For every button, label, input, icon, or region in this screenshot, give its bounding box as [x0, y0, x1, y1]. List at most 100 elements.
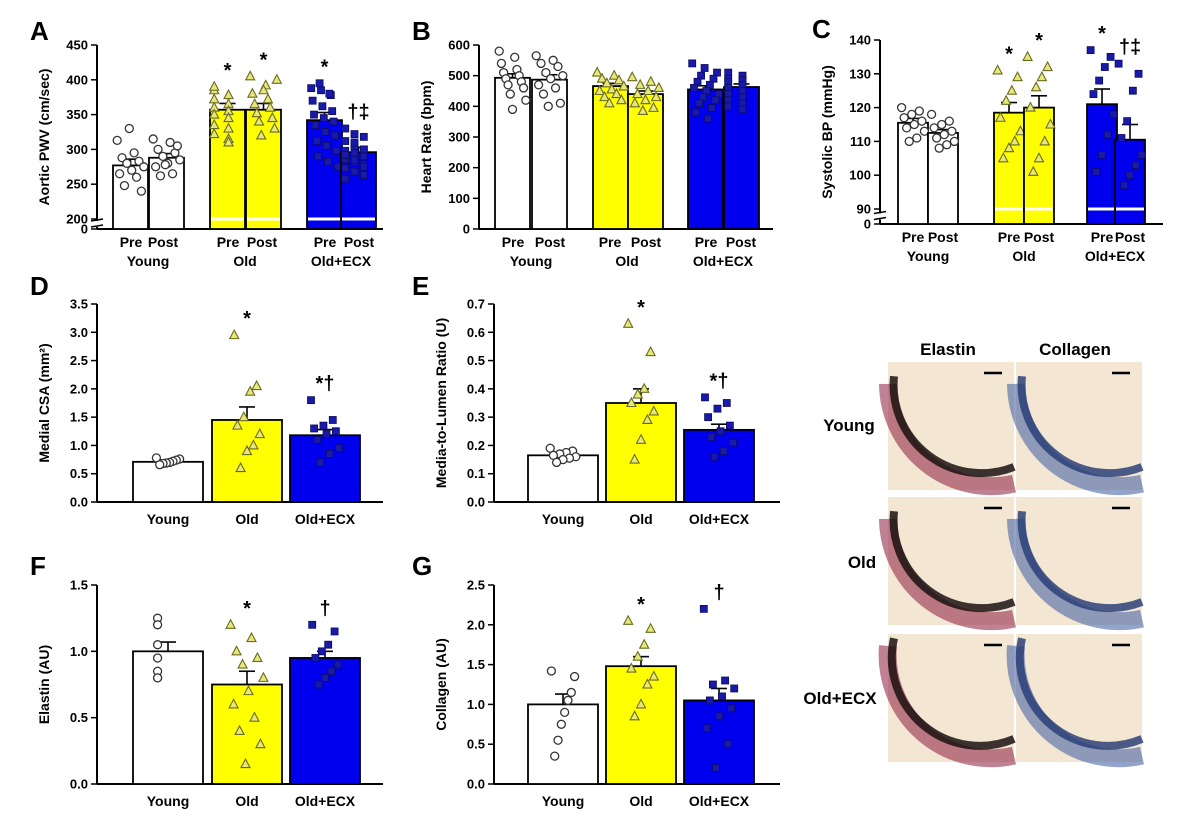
data-point: [112, 135, 122, 146]
significance-marker: †‡: [347, 102, 369, 124]
panel-letter: B: [412, 16, 431, 46]
x-tick-label: Young: [542, 511, 585, 527]
significance-marker: *: [243, 308, 251, 330]
data-point: [255, 738, 266, 749]
data-point: [223, 136, 234, 147]
data-point: [721, 676, 729, 685]
data-point: [648, 670, 660, 681]
data-point: [536, 58, 546, 69]
x-tick-label: Young: [542, 793, 585, 809]
data-point: [596, 72, 608, 83]
data-point: [310, 424, 319, 433]
y-tick-label: 110: [850, 134, 871, 149]
x-tick-label: Old: [629, 793, 652, 809]
y-tick-label: 130: [849, 66, 871, 81]
data-point: [325, 450, 334, 458]
data-point: [255, 129, 267, 140]
data-point: [707, 103, 716, 112]
data-point: [634, 78, 646, 89]
data-point: [308, 96, 317, 105]
data-point: [341, 124, 350, 133]
data-point: [622, 614, 634, 625]
histology-row-label-old: Old: [848, 553, 876, 572]
data-point: [1039, 135, 1051, 146]
panel-letter: C: [812, 14, 831, 44]
data-point: [569, 671, 580, 682]
data-point: [653, 81, 665, 92]
data-point: [247, 439, 259, 450]
data-point: [615, 94, 627, 105]
data-point: [926, 109, 937, 120]
bar: [592, 85, 629, 230]
data-point: [629, 97, 641, 108]
vessel-wall-outer: [1007, 518, 1144, 631]
x-tick-label-post: Post: [726, 234, 757, 250]
y-axis-title: Heart Rate (bpm): [418, 81, 434, 194]
y-tick-label: 100: [448, 191, 470, 206]
data-point: [632, 87, 643, 99]
data-point: [1123, 117, 1132, 126]
data-point: [314, 680, 323, 689]
data-point: [257, 671, 269, 682]
data-point: [550, 83, 561, 93]
data-point: [688, 59, 697, 68]
data-point: [311, 121, 320, 129]
bar-break-band: [342, 217, 375, 221]
data-point: [264, 101, 276, 112]
data-point: [228, 328, 240, 340]
data-point: [316, 458, 325, 467]
bar-break-band: [1088, 207, 1116, 211]
x-tick-label: Old: [235, 793, 258, 809]
y-axis-title: Elastin (AU): [36, 645, 52, 724]
y-tick-label: 600: [448, 38, 470, 53]
data-point: [251, 379, 263, 391]
data-point: [1006, 84, 1018, 95]
data-point: [249, 97, 261, 109]
data-point: [1042, 60, 1053, 72]
data-point: [312, 137, 321, 145]
x-tick-label: Old+ECX: [295, 793, 356, 809]
data-point: [329, 117, 338, 126]
x-tick-label: Young: [147, 793, 190, 809]
significance-marker: *: [1098, 23, 1106, 45]
data-point: [350, 155, 359, 164]
data-point: [496, 58, 507, 69]
data-point: [127, 165, 137, 175]
data-point: [648, 101, 659, 112]
data-point: [904, 136, 914, 147]
y-tick-label: 0.6: [467, 325, 485, 340]
data-point: [719, 447, 728, 455]
data-point: [1131, 161, 1140, 169]
data-point: [912, 133, 922, 143]
y-tick-label: 0.5: [467, 737, 485, 752]
data-point: [1109, 110, 1118, 119]
axis-break-mark: [90, 218, 104, 222]
data-point: [704, 114, 713, 123]
data-point: [1030, 81, 1042, 92]
x-tick-label-pre: Pre: [217, 234, 240, 250]
data-point: [942, 140, 952, 150]
x-tick-label: Old: [235, 511, 258, 527]
data-point: [1106, 53, 1115, 61]
significance-marker: *: [637, 594, 645, 616]
data-point: [648, 405, 660, 416]
data-point: [1033, 152, 1045, 163]
x-group-label: Young: [127, 253, 170, 269]
data-point: [258, 84, 269, 95]
data-point: [702, 724, 711, 733]
x-tick-label-post: Post: [631, 234, 662, 250]
data-point: [503, 80, 513, 90]
data-point: [709, 680, 717, 689]
significance-marker: *: [321, 56, 329, 78]
data-point: [266, 111, 278, 123]
data-point: [625, 662, 637, 673]
significance-marker: †‡: [1119, 37, 1141, 59]
data-point: [555, 98, 566, 108]
x-tick-label-pre: Pre: [1091, 229, 1114, 245]
axis-break-mark: [90, 224, 104, 228]
data-point: [359, 152, 368, 161]
significance-marker: *†: [316, 373, 335, 395]
x-tick-label-post: Post: [535, 234, 566, 250]
x-tick-label-post: Post: [1115, 229, 1146, 245]
data-point: [725, 421, 734, 430]
